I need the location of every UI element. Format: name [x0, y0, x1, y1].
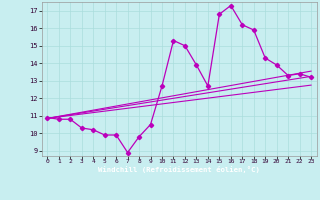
X-axis label: Windchill (Refroidissement éolien,°C): Windchill (Refroidissement éolien,°C) — [98, 166, 260, 173]
